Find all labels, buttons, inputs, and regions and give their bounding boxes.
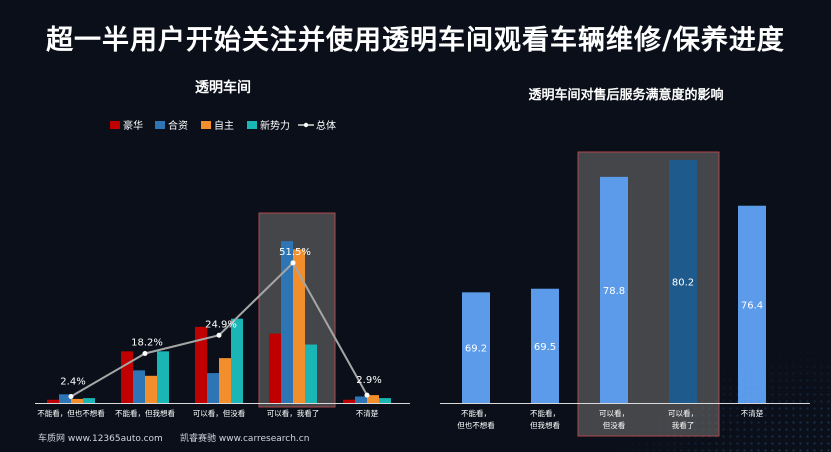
chart1-bar-自主-1 — [145, 375, 157, 403]
legend-swatch-自主 — [201, 121, 211, 129]
chart1-bar-新势力-0 — [83, 398, 95, 403]
chart2-bar-3 — [669, 160, 697, 403]
chart1-bar-新势力-1 — [157, 351, 169, 403]
legend-label-豪华: 豪华 — [123, 119, 143, 132]
chart1-bar-自主-2 — [219, 358, 231, 403]
chart1-bar-新势力-3 — [305, 344, 317, 403]
chart2-title: 透明车间对售后服务满意度的影响 — [528, 87, 723, 103]
chart2-data-label-4: 76.4 — [741, 300, 763, 311]
chart2-tick-label-1: 不能看，但我想看 — [530, 408, 560, 430]
chart1-total-point-1 — [142, 350, 148, 356]
chart2-bar-2 — [600, 176, 628, 403]
chart2-tick-label-0: 不能看，但也不想看 — [457, 408, 495, 430]
chart1-tick-label-2: 可以看，但没看 — [193, 408, 246, 418]
chart1-data-label-1: 18.2% — [131, 337, 163, 348]
chart1-bar-新势力-2 — [231, 318, 243, 403]
chart1-data-label-2: 24.9% — [205, 319, 237, 330]
chart1-bar-新势力-4 — [379, 398, 391, 403]
chart2-bar-4 — [738, 205, 766, 403]
page-title: 超一半用户开始关注并使用透明车间观看车辆维修/保养进度 — [46, 25, 785, 56]
legend-label-新势力: 新势力 — [260, 119, 290, 132]
chart2-tick-label-2: 可以看，但没看 — [599, 409, 629, 430]
chart1-tick-label-4: 不清楚 — [356, 408, 379, 418]
chart1-tick-label-1: 不能看，但我想看 — [115, 408, 175, 418]
chart1-bar-豪华-1 — [121, 351, 133, 403]
chart1-tick-label-3: 可以看，我看了 — [267, 408, 320, 418]
chart2-tick-label-4: 不清楚 — [741, 408, 764, 418]
chart1-bar-豪华-4 — [343, 399, 355, 403]
chart1-legend: 豪华 合资 自主 新势力 总体 — [110, 119, 336, 132]
chart1-data-label-3: 51.5% — [279, 247, 311, 258]
chart1-total-point-0 — [68, 393, 74, 399]
chart1-tick-label-0: 不能看，但也不想看 — [37, 408, 105, 418]
chart1-bar-合资-4 — [355, 396, 367, 403]
chart1-total-point-3 — [290, 260, 296, 266]
footer-source-2: 凯睿赛驰 www.carresearch.cn — [180, 434, 310, 444]
chart1-bar-自主-0 — [71, 398, 83, 403]
chart1-total-point-4 — [364, 392, 370, 398]
legend-label-总体: 总体 — [316, 119, 336, 132]
chart1-bar-自主-3 — [293, 249, 305, 403]
chart2-tick-label-3: 可以看，我看了 — [668, 409, 698, 430]
decorative-dot-pattern — [601, 342, 831, 452]
chart1-data-label-0: 2.4% — [60, 376, 85, 387]
chart1-bar-合资-0 — [59, 394, 71, 403]
chart1-bar-合资-2 — [207, 373, 219, 403]
chart2-bar-1 — [531, 288, 559, 403]
legend-label-自主: 自主 — [214, 119, 234, 132]
chart2-bar-0 — [462, 292, 490, 403]
chart2-data-label-3: 80.2 — [672, 278, 694, 289]
legend-label-合资: 合资 — [168, 119, 188, 132]
chart1-bar-豪华-0 — [47, 399, 59, 403]
chart2-data-label-0: 69.2 — [465, 344, 487, 355]
chart1-bar-豪华-2 — [195, 326, 207, 403]
chart1-bar-豪华-3 — [269, 333, 281, 403]
chart1-data-label-4: 2.9% — [356, 375, 381, 386]
chart2-data-label-2: 78.8 — [603, 286, 625, 297]
legend-marker-总体 — [303, 122, 309, 128]
chart1-total-point-2 — [216, 332, 222, 338]
chart2-data-label-1: 69.5 — [534, 342, 556, 353]
legend-swatch-新势力 — [247, 121, 257, 129]
chart1-bar-合资-3 — [281, 241, 293, 403]
chart1-title: 透明车间 — [195, 79, 251, 96]
chart1-bar-自主-4 — [367, 395, 379, 403]
footer-source-1: 车质网 www.12365auto.com — [38, 434, 163, 444]
chart1-bar-合资-1 — [133, 370, 145, 403]
legend-swatch-豪华 — [110, 121, 120, 129]
legend-swatch-合资 — [155, 121, 165, 129]
